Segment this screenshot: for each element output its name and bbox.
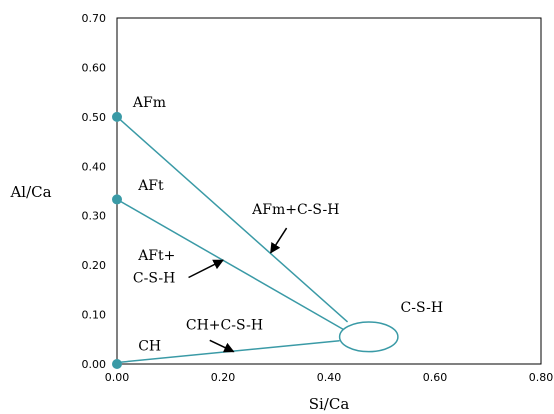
plot-area	[116, 17, 542, 365]
x-axis-title: Si/Ca	[309, 395, 350, 413]
y-tick-label: 0.60	[82, 61, 107, 74]
x-tick-label: 0.00	[105, 371, 130, 384]
data-points	[112, 111, 122, 369]
y-axis-title: Al/Ca	[9, 183, 51, 201]
csh-ellipse	[338, 321, 399, 353]
annotation-label: AFm	[132, 95, 166, 111]
annotation-arrow	[209, 339, 235, 353]
annotation-label: AFm+C-S-H	[251, 202, 339, 218]
x-tick-label: 0.80	[529, 371, 554, 384]
y-tick-label: 0.50	[82, 111, 107, 124]
arrows	[188, 227, 288, 353]
x-tick-label: 0.40	[317, 371, 342, 384]
y-tick-label: 0.40	[82, 160, 107, 173]
annotation-arrow	[270, 227, 288, 254]
annotation-label: C-S-H	[133, 270, 176, 286]
annotation-arrow	[188, 259, 224, 279]
y-tick-label: 0.70	[82, 12, 107, 25]
tie-line	[116, 116, 349, 323]
csh-region	[338, 321, 399, 353]
tick-labels: 0.00 0.20 0.40 0.60 0.80 0.00 0.10 0.20 0.30 0.40…	[82, 12, 554, 384]
y-tick-label: 0.10	[82, 309, 107, 322]
annotation-label: AFt+	[137, 248, 175, 264]
x-tick-label: 0.60	[423, 371, 448, 384]
tie-line	[116, 198, 351, 335]
x-tick-label: 0.20	[211, 371, 236, 384]
data-point	[112, 111, 122, 122]
data-point	[112, 194, 122, 205]
annotation-label: C-S-H	[401, 300, 444, 316]
annotation-label: CH+C-S-H	[186, 317, 263, 333]
y-tick-label: 0.30	[82, 210, 107, 223]
y-tick-label: 0.20	[82, 259, 107, 272]
annotations: AFm AFt CH C-S-H AFm+C-S-H AFt+ C-S-H CH+C-S-H	[132, 95, 443, 355]
annotation-label: AFt	[137, 178, 164, 194]
annotation-label: CH	[138, 339, 161, 355]
data-point	[112, 359, 122, 369]
y-tick-label: 0.00	[82, 358, 107, 371]
